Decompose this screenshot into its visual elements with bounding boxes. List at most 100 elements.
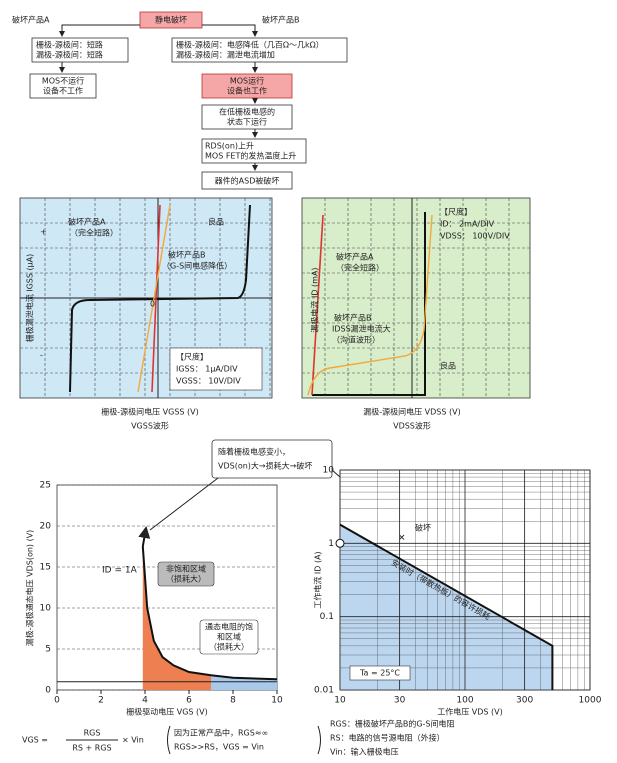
callout: VDS(on)大→损耗大→破坏 [218,461,312,471]
y-tick-label: 15 [40,563,51,573]
y-label: 工作电流 ID (A) [313,551,323,608]
label: IDSS漏泄电流大 [332,324,391,334]
callout-line [149,477,219,531]
step1: 设备也工作 [227,86,267,96]
region-b: （损耗大） [209,642,249,652]
minus: - [40,351,43,360]
group: 10 30 100 300 1000 0.01 0.1 1 10 [314,466,602,706]
y-tick-label: 0.01 [314,686,334,696]
step4-box [201,171,293,190]
a-curve [151,204,161,393]
label: （完全短路） [70,228,118,238]
y-tick-label: 25 [40,481,51,491]
branch-b: 破坏产品B [262,15,300,25]
x-label: 栅极-源极间电压 VGSS (V) [101,407,199,417]
x-tick-label: 30 [394,696,406,706]
scale: VGSS： 10V/DIV [176,377,241,386]
formula: VGS = [22,736,48,745]
temp: Ta = 25°C [359,669,400,678]
arrow [202,24,258,37]
label: （沟道波形） [332,335,380,345]
x-tick-label: 2 [98,696,104,706]
b-state: 栅极-源极间：电感降低（几百Ω～几kΩ） [176,40,324,50]
scale: 【尺度】 [176,352,208,362]
b-curve [307,214,433,396]
formula-note: 因为正常产品中，RGS≈∞ [174,728,268,738]
region-b: 和区域 [217,632,241,642]
group [302,198,530,398]
label: （完全短路） [336,263,384,273]
plus: + [40,228,47,237]
break-label: 破坏 [415,523,431,533]
good-curve [69,204,251,393]
x-tick-label: 1000 [579,696,602,706]
y-tick-label: 10 [40,604,52,614]
x-label: 栅极驱动电压 VGS (V) [126,707,208,717]
y-label: 栅极漏泄电流 IGSS (μA) [25,254,35,343]
vds-panel [56,484,278,691]
note: Vin：输入栅极电压 [330,747,399,757]
x-label: 漏极-源极间电压 VDSS (V) [363,407,460,417]
origin: 0 [150,300,155,309]
scale: IGSS： 1μA/DIV [176,365,238,374]
arrow [59,24,140,37]
a-result-box [29,73,97,99]
x-label: 工作电压 VDS (V) [437,707,503,717]
step3: RDS(on)上升 [205,142,254,151]
step4: 器件的ASD被破坏 [215,176,280,186]
id-label: ID = 1A [102,566,138,576]
region-b-box [199,619,259,655]
drain-panel [301,197,531,399]
caption: VGSS波形 [131,421,169,431]
y-tick-label: 0 [45,686,51,696]
start-box [139,11,203,29]
safe-area [340,524,553,690]
region-a-box [157,561,215,587]
temp-box [349,665,411,681]
a-result: 设备不工作 [43,86,83,96]
step3: MOS FET的发热温度上升 [205,151,296,161]
region-a: 非饱和区域 [166,564,206,574]
callout: 随着栅极电感变小， [218,447,290,457]
b-curve [137,204,171,393]
label: 破坏产品B [334,313,372,323]
formula: × Vin [122,736,144,745]
x-tick-label: 4 [142,696,148,706]
b-state-box [171,37,348,63]
step2-box [201,104,293,130]
arrow [138,526,151,547]
region-a: （损耗大） [166,574,206,584]
a-state: 漏极-源极间：短路 [36,50,103,60]
step3-box [201,138,307,164]
x-tick-label: 0 [54,696,60,706]
label: 破坏产品B [168,250,206,260]
label: 破坏产品A [336,252,374,262]
y-tick-label: 0.1 [320,612,334,622]
scale: 【尺度】 [440,207,472,217]
a-curve [311,214,324,396]
scale: VDSS： 100V/DIV [440,232,510,241]
region-b: 通态电阻的饱 [205,622,253,632]
formula: RS + RGS [72,744,111,753]
x-mark: ✕ [398,534,406,544]
marker [335,538,345,548]
note: RGS：栅极破坏产品B的G-S间电阻 [330,719,455,729]
scale: ID： 2mA/DIV [440,220,495,229]
a-state-box [31,37,129,63]
label: 破坏产品A [68,217,106,227]
y-label: 漏极电流 ID (mA) [310,267,320,332]
formula: RGS [84,729,101,738]
label: （G-S间电感降低） [162,261,232,271]
x-tick-label: 100 [456,696,473,706]
x-tick-label: 8 [230,696,236,706]
y-tick-label: 1 [328,539,334,549]
step1: MOS运行 [230,76,264,86]
paren [167,725,321,755]
formula-note: RGS>>RS，VGS = Vin [174,743,264,752]
branch-a: 破坏产品A [12,15,50,25]
label: 良品 [208,217,224,227]
a-result: MOS不运行 [42,76,84,86]
y-tick-label: 10 [323,466,335,476]
